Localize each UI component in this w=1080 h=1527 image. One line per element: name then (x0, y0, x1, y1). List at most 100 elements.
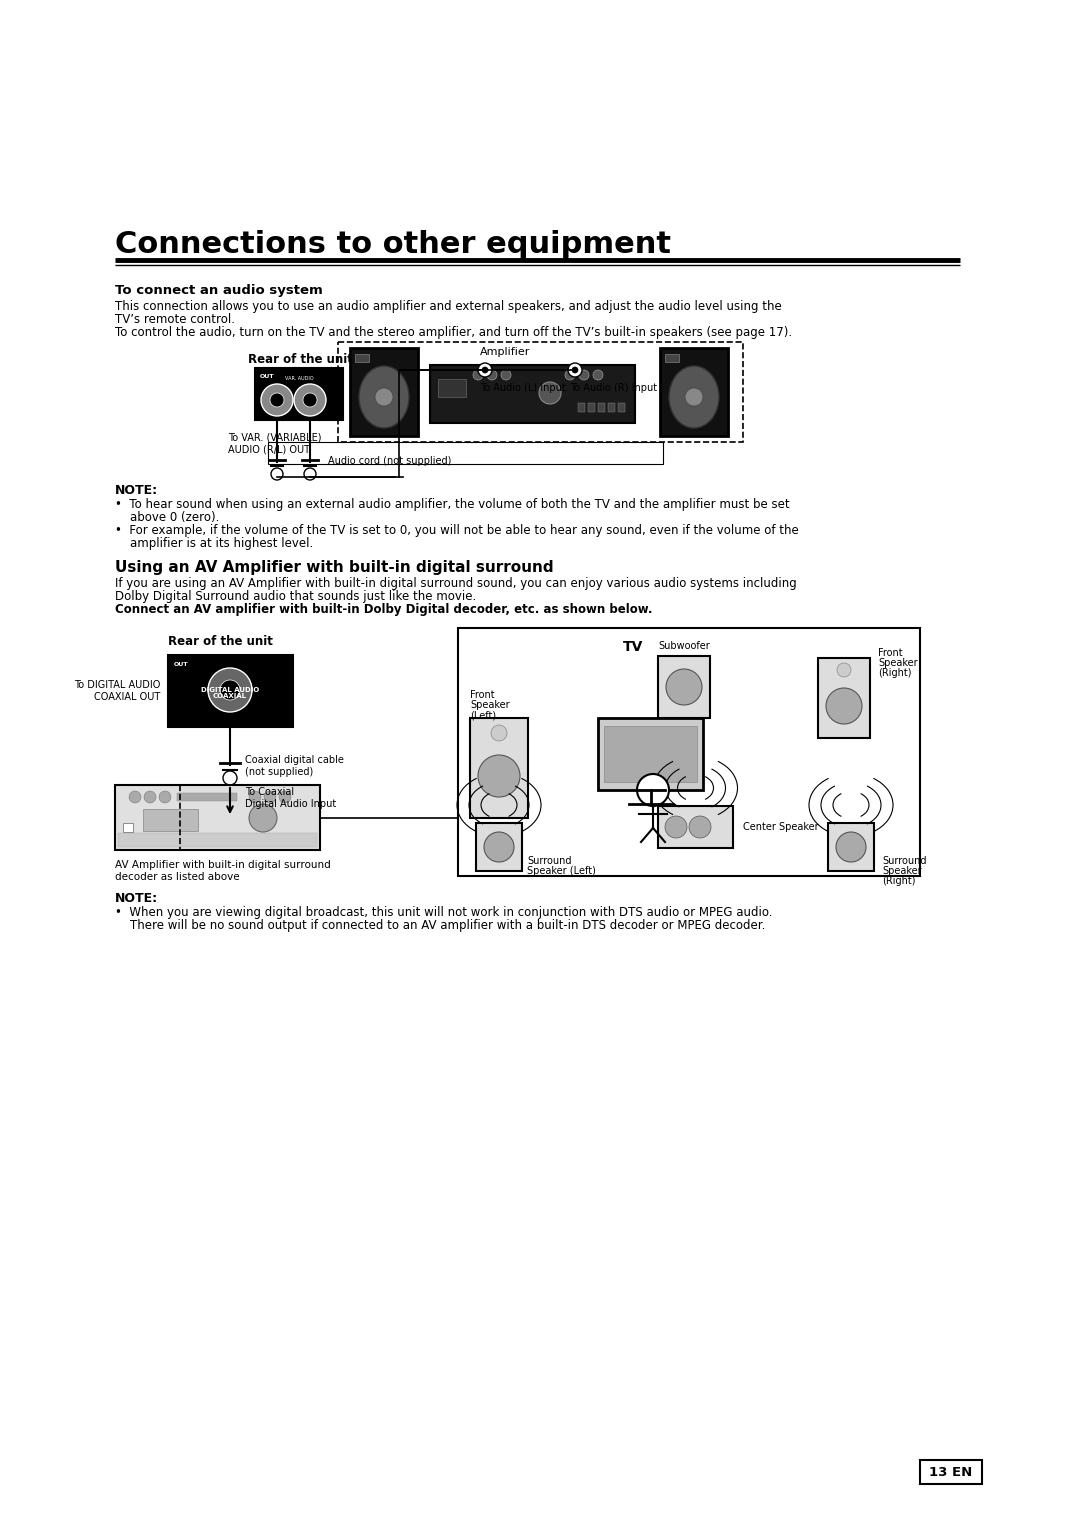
Text: If you are using an AV Amplifier with built-in digital surround sound, you can e: If you are using an AV Amplifier with bu… (114, 577, 797, 589)
Circle shape (837, 663, 851, 676)
Text: To connect an audio system: To connect an audio system (114, 284, 323, 296)
FancyBboxPatch shape (168, 655, 293, 727)
Text: AUDIO (R/L) OUT: AUDIO (R/L) OUT (228, 444, 310, 454)
FancyBboxPatch shape (818, 658, 870, 738)
Circle shape (222, 771, 237, 785)
FancyBboxPatch shape (470, 718, 528, 818)
FancyBboxPatch shape (430, 365, 635, 423)
Circle shape (271, 467, 283, 479)
Circle shape (565, 370, 575, 380)
FancyBboxPatch shape (658, 657, 710, 718)
Circle shape (249, 805, 276, 832)
Text: To Audio (R) Input: To Audio (R) Input (570, 383, 657, 392)
Circle shape (666, 669, 702, 705)
FancyBboxPatch shape (598, 403, 605, 412)
Text: TV: TV (623, 640, 644, 654)
Text: To Coaxial
Digital Audio Input: To Coaxial Digital Audio Input (245, 786, 336, 809)
Circle shape (294, 383, 326, 415)
Text: Surround: Surround (882, 857, 927, 866)
Text: Center Speaker: Center Speaker (743, 822, 819, 832)
FancyBboxPatch shape (476, 823, 522, 870)
Text: Subwoofer: Subwoofer (658, 641, 710, 651)
Text: NOTE:: NOTE: (114, 484, 158, 496)
FancyBboxPatch shape (255, 368, 343, 420)
Circle shape (473, 370, 483, 380)
Text: NOTE:: NOTE: (114, 892, 158, 906)
FancyBboxPatch shape (578, 403, 585, 412)
Text: (Right): (Right) (882, 876, 916, 886)
Text: amplifier is at its highest level.: amplifier is at its highest level. (114, 538, 313, 550)
Text: •  When you are viewing digital broadcast, this unit will not work in conjunctio: • When you are viewing digital broadcast… (114, 906, 772, 919)
Text: Audio cord (not supplied): Audio cord (not supplied) (328, 457, 451, 466)
Text: There will be no sound output if connected to an AV amplifier with a built-in DT: There will be no sound output if connect… (114, 919, 766, 931)
FancyBboxPatch shape (350, 348, 418, 437)
FancyBboxPatch shape (660, 348, 728, 437)
FancyBboxPatch shape (920, 1460, 982, 1484)
Text: •  To hear sound when using an external audio amplifier, the volume of both the : • To hear sound when using an external a… (114, 498, 789, 512)
Text: Speaker (Left): Speaker (Left) (527, 866, 596, 876)
FancyBboxPatch shape (604, 725, 697, 782)
FancyBboxPatch shape (588, 403, 595, 412)
FancyBboxPatch shape (458, 628, 920, 876)
Text: •  For example, if the volume of the TV is set to 0, you will not be able to hea: • For example, if the volume of the TV i… (114, 524, 799, 538)
Text: Dolby Digital Surround audio that sounds just like the movie.: Dolby Digital Surround audio that sounds… (114, 589, 476, 603)
Text: (Left): (Left) (470, 710, 496, 721)
Text: This connection allows you to use an audio amplifier and external speakers, and : This connection allows you to use an aud… (114, 299, 782, 313)
Text: TV’s remote control.: TV’s remote control. (114, 313, 235, 325)
Ellipse shape (669, 366, 719, 428)
FancyBboxPatch shape (608, 403, 615, 412)
Circle shape (482, 366, 488, 373)
Text: AV Amplifier with built-in digital surround: AV Amplifier with built-in digital surro… (114, 860, 330, 870)
Text: (Right): (Right) (878, 667, 912, 678)
Text: Connect an AV amplifier with built-in Dolby Digital decoder, etc. as shown below: Connect an AV amplifier with built-in Do… (114, 603, 652, 615)
Circle shape (665, 815, 687, 838)
Circle shape (685, 388, 703, 406)
Circle shape (836, 832, 866, 863)
Text: Speaker: Speaker (470, 699, 510, 710)
Circle shape (637, 774, 669, 806)
Circle shape (593, 370, 603, 380)
Text: DIGITAL AUDIO
COAXIAL: DIGITAL AUDIO COAXIAL (201, 687, 259, 699)
FancyBboxPatch shape (658, 806, 733, 847)
Circle shape (129, 791, 141, 803)
FancyBboxPatch shape (355, 354, 369, 362)
Text: above 0 (zero).: above 0 (zero). (114, 512, 219, 524)
Text: Coaxial digital cable
(not supplied): Coaxial digital cable (not supplied) (245, 754, 343, 777)
Circle shape (478, 754, 519, 797)
Text: To control the audio, turn on the TV and the stereo amplifier, and turn off the : To control the audio, turn on the TV and… (114, 325, 792, 339)
FancyBboxPatch shape (665, 354, 679, 362)
Circle shape (303, 467, 316, 479)
Circle shape (249, 791, 261, 803)
Circle shape (159, 791, 171, 803)
Circle shape (303, 392, 318, 408)
Text: Using an AV Amplifier with built-in digital surround: Using an AV Amplifier with built-in digi… (114, 560, 554, 576)
FancyBboxPatch shape (123, 823, 133, 832)
Text: To Audio (L) Input: To Audio (L) Input (480, 383, 566, 392)
Circle shape (208, 667, 252, 712)
Circle shape (270, 392, 284, 408)
FancyBboxPatch shape (828, 823, 874, 870)
Text: Rear of the unit: Rear of the unit (248, 353, 353, 366)
Circle shape (375, 388, 393, 406)
Text: To VAR. (VARIABLE): To VAR. (VARIABLE) (228, 432, 322, 441)
FancyBboxPatch shape (598, 718, 703, 789)
FancyBboxPatch shape (618, 403, 625, 412)
Circle shape (579, 370, 589, 380)
Circle shape (264, 791, 276, 803)
Circle shape (572, 366, 578, 373)
Text: decoder as listed above: decoder as listed above (114, 872, 240, 883)
FancyBboxPatch shape (143, 809, 198, 831)
Text: OUT: OUT (260, 374, 274, 379)
Circle shape (478, 363, 492, 377)
Text: Speaker: Speaker (878, 658, 918, 667)
Circle shape (539, 382, 561, 405)
Text: VAR. AUDIO: VAR. AUDIO (285, 376, 313, 382)
Circle shape (261, 383, 293, 415)
Text: Connections to other equipment: Connections to other equipment (114, 231, 671, 260)
FancyBboxPatch shape (118, 834, 318, 847)
Text: Surround: Surround (527, 857, 571, 866)
Circle shape (826, 689, 862, 724)
Circle shape (501, 370, 511, 380)
Circle shape (491, 725, 507, 741)
Text: To DIGITAL AUDIO
COAXIAL OUT: To DIGITAL AUDIO COAXIAL OUT (73, 680, 160, 702)
